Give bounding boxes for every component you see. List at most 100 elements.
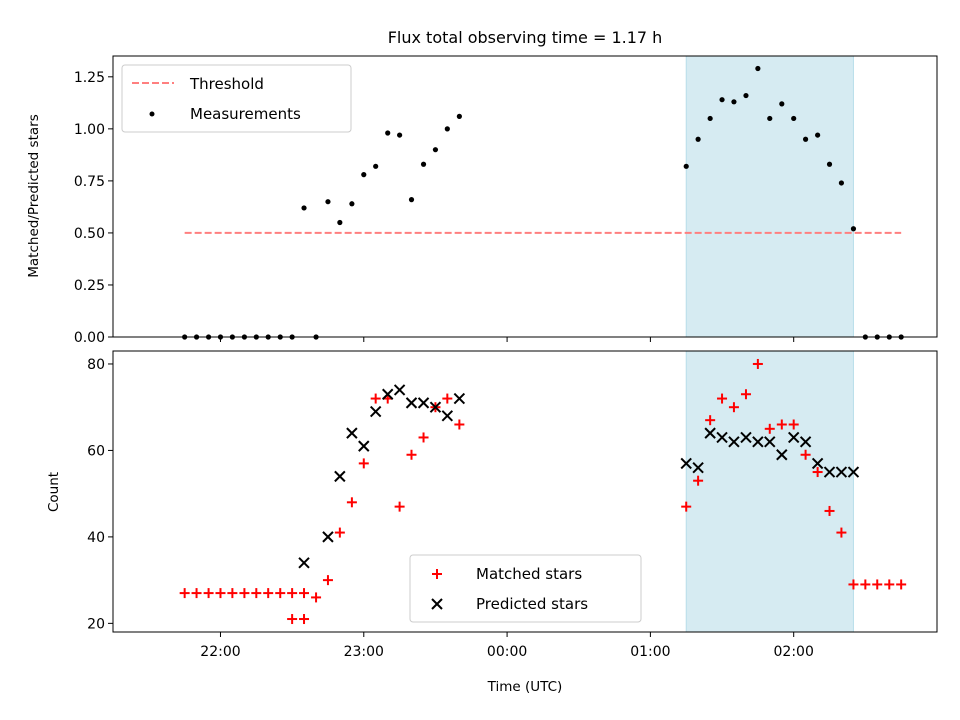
bot-ytick-label: 80 (87, 357, 105, 373)
matched-point (299, 588, 310, 599)
predicted-point (752, 436, 764, 448)
matched-point (884, 579, 895, 590)
measurement-point (755, 65, 761, 72)
bottom-shaded-span (685, 350, 854, 633)
measurement-point (731, 99, 737, 105)
matched-point (311, 592, 322, 603)
bottom-y-ticks: 20 40 60 80 (87, 357, 113, 632)
predicted-point (369, 405, 382, 418)
measurement-point (385, 130, 391, 136)
bot-ytick-label: 20 (87, 616, 105, 632)
measurement-point (325, 199, 331, 205)
predicted-point (799, 436, 812, 448)
measurement-point (815, 132, 821, 138)
matched-point (322, 575, 333, 586)
matched-point (728, 402, 739, 413)
measurement-point (791, 115, 797, 122)
bot-xtick-label: 02:00 (774, 644, 814, 660)
top-y-ticks: 0.00 0.25 0.50 0.75 1.00 1.25 (74, 70, 113, 346)
top-ytick-label: 1.25 (74, 70, 105, 86)
matched-point (287, 614, 298, 625)
bottom-x-ticks: 22:00 23:00 00:00 01:00 02:00 (200, 632, 814, 660)
predicted-point (847, 466, 860, 478)
top-ytick-label: 0.75 (74, 174, 105, 190)
measurement-point (420, 161, 427, 167)
legend-predicted-label: Predicted stars (476, 595, 588, 613)
legend-matched-label: Matched stars (476, 565, 582, 583)
measurement-point (826, 161, 833, 167)
matched-point (693, 475, 704, 486)
top-panel: Flux total observing time = 1.17 h Match… (26, 28, 938, 346)
bottom-xlabel: Time (UTC) (487, 679, 563, 695)
predicted-point (835, 466, 848, 478)
top-ytick-label: 1.00 (74, 122, 105, 138)
measurement-point (456, 113, 462, 119)
bot-xtick-label: 22:00 (200, 644, 240, 660)
bot-ytick-label: 60 (87, 443, 105, 459)
top-shaded-span (685, 55, 854, 338)
matched-point (275, 588, 286, 599)
predicted-point (823, 466, 836, 478)
bottom-ylabel: Count (46, 472, 62, 512)
legend-matched-swatch (432, 569, 442, 579)
measurement-point (432, 147, 439, 153)
matched-point (442, 393, 453, 404)
matched-point (860, 579, 871, 590)
matched-point (358, 458, 369, 469)
predicted-point (787, 431, 800, 444)
predicted-point (405, 397, 418, 409)
measurement-point (361, 172, 367, 178)
measurement-point (719, 97, 725, 103)
measurement-point (850, 226, 857, 232)
matched-point (394, 501, 405, 512)
predicted-point (776, 449, 788, 461)
top-ylabel: Matched/Predicted stars (26, 114, 42, 277)
top-ytick-label: 0.00 (74, 330, 105, 346)
top-axes-frame (112, 55, 938, 338)
predicted-point (453, 392, 466, 405)
matched-point (334, 527, 345, 538)
matched-point (239, 588, 250, 599)
bottom-matched-points (179, 358, 907, 625)
predicted-point (429, 401, 442, 413)
legend-measurements-swatch (149, 111, 155, 117)
measurement-point (301, 205, 307, 211)
matched-point (454, 419, 465, 430)
measurement-point (397, 132, 403, 138)
matched-point (764, 423, 775, 434)
measurement-point (779, 101, 785, 107)
matched-point (681, 501, 692, 512)
top-ytick-label: 0.25 (74, 278, 105, 294)
top-legend-frame (121, 64, 352, 133)
predicted-point (346, 427, 358, 439)
matched-point (848, 579, 859, 590)
matched-point (896, 579, 907, 590)
predicted-point (298, 557, 310, 569)
matched-point (191, 588, 202, 599)
bot-ytick-label: 40 (87, 530, 105, 546)
matched-point (705, 415, 716, 426)
top-x-ticks (219, 337, 795, 342)
matched-point (418, 432, 429, 443)
bottom-axes-frame (112, 350, 938, 633)
matched-point (299, 614, 310, 625)
matched-point (406, 449, 417, 460)
measurement-point (802, 136, 809, 142)
matched-point (251, 588, 262, 599)
measurement-point (838, 180, 845, 186)
matched-point (788, 419, 799, 430)
matched-point (776, 419, 787, 430)
measurement-point (408, 197, 415, 203)
legend-measurements-label: Measurements (190, 105, 301, 123)
measurement-point (337, 219, 343, 226)
top-span-rect (685, 55, 854, 338)
predicted-point (358, 440, 370, 452)
bottom-panel: Count Time (UTC) 20 40 60 80 22:00 23:00 00:0… (46, 350, 938, 695)
matched-point (179, 588, 190, 599)
top-ytick-label: 0.50 (74, 226, 105, 242)
predicted-point (393, 384, 406, 396)
predicted-point (441, 410, 454, 422)
matched-point (717, 393, 728, 404)
predicted-point (382, 388, 394, 400)
